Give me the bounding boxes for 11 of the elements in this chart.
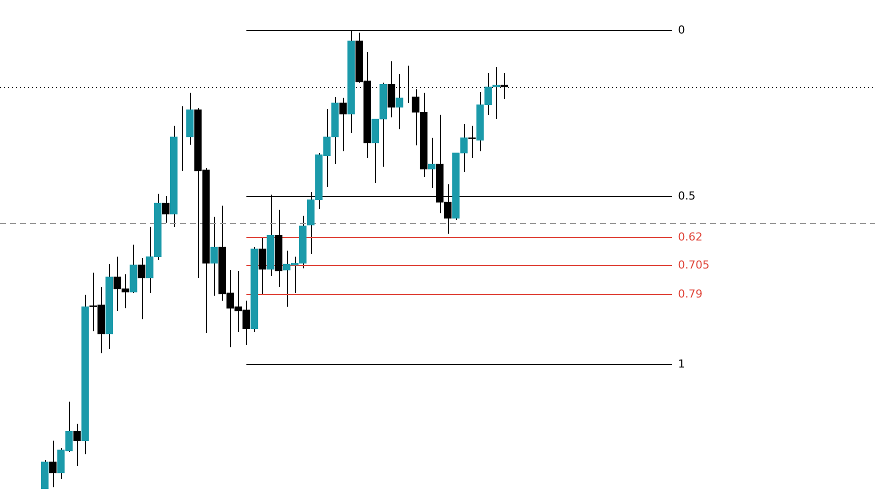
candlestick xyxy=(339,97,347,152)
text: 0.5 xyxy=(678,189,696,202)
text: 0.705 xyxy=(678,258,710,272)
candlestick xyxy=(73,423,81,467)
candlestick xyxy=(138,258,146,320)
text: 0.79 xyxy=(678,287,702,300)
text: 1 xyxy=(678,357,685,370)
text: 0.62 xyxy=(678,230,702,244)
text: 0 xyxy=(678,23,685,36)
candlestick xyxy=(258,236,266,294)
candlestick xyxy=(49,440,57,488)
